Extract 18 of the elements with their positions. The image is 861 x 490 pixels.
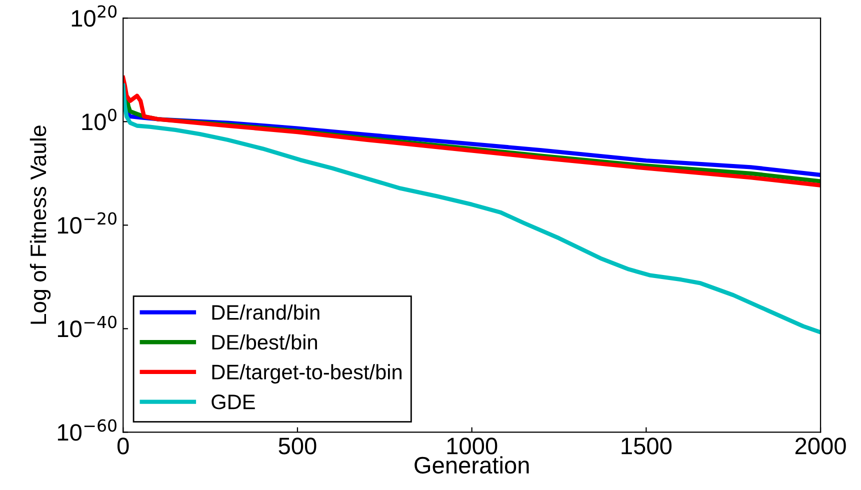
legend-label: DE/rand/bin — [212, 304, 320, 320]
y-tick-label: 10$^{0}$ — [82, 108, 116, 130]
x-axis-title: Generation — [414, 456, 529, 474]
y-tick-label: 10$^{20}$ — [72, 5, 117, 27]
line-series — [123, 83, 821, 334]
x-tick-label: 1000 — [447, 438, 498, 454]
x-tick-label: 1500 — [622, 438, 672, 454]
y-tick-label: 10$^{−20}$ — [58, 212, 116, 234]
legend-label: GDE — [212, 394, 255, 410]
y-axis-title: Log of Fitness Vaule — [30, 126, 51, 324]
legend-label: DE/best/bin — [212, 334, 317, 350]
y-tick-label: 10$^{−40}$ — [58, 316, 116, 338]
x-tick-label: 2000 — [795, 438, 846, 454]
x-tick-label: 0 — [117, 438, 129, 454]
legend-label: DE/target-to-best/bin — [212, 364, 402, 384]
line-series — [123, 76, 821, 188]
x-tick-label: 500 — [278, 438, 316, 454]
y-tick-label: 10$^{−60}$ — [58, 419, 116, 441]
